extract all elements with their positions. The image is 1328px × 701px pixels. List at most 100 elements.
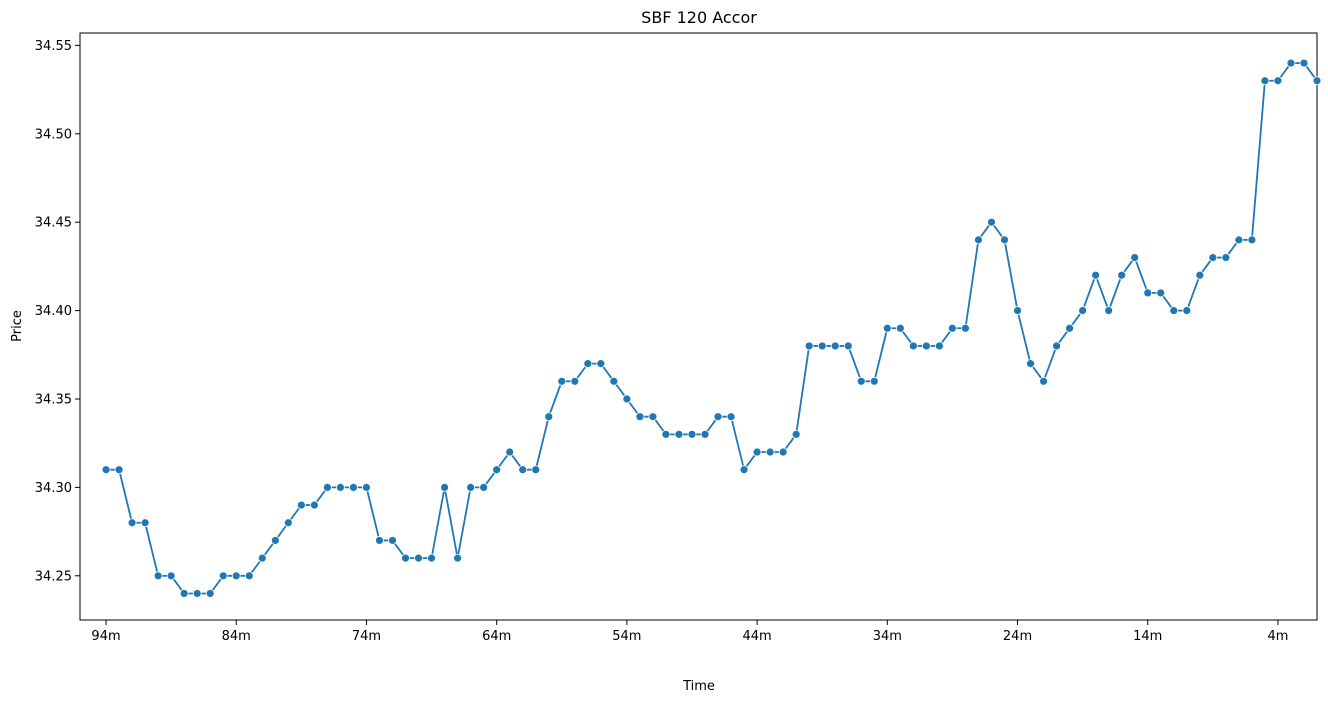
chart-title: SBF 120 Accor xyxy=(641,8,757,27)
data-point xyxy=(726,412,736,422)
data-point xyxy=(1234,235,1244,245)
data-point xyxy=(752,447,762,457)
data-point xyxy=(362,482,371,492)
data-point xyxy=(921,341,931,351)
x-tick-label: 4m xyxy=(1267,629,1288,644)
data-point xyxy=(1091,270,1101,280)
data-point xyxy=(531,465,541,475)
data-point xyxy=(869,376,879,386)
y-tick-label: 34.55 xyxy=(35,39,72,54)
y-tick-label: 34.50 xyxy=(35,127,72,142)
data-point xyxy=(791,429,801,439)
y-tick-label: 34.25 xyxy=(35,569,72,584)
data-point xyxy=(1221,253,1231,262)
data-point xyxy=(1195,270,1205,280)
data-point xyxy=(1052,341,1061,351)
data-point xyxy=(1312,76,1322,86)
data-point xyxy=(388,536,397,545)
data-point xyxy=(1130,253,1140,262)
data-point xyxy=(518,465,528,475)
data-point xyxy=(1260,76,1270,86)
data-point xyxy=(1182,306,1192,315)
data-point xyxy=(1286,58,1296,68)
data-point xyxy=(713,412,723,422)
data-point xyxy=(1299,58,1309,68)
data-point xyxy=(140,518,150,528)
x-axis: 94m 84m 74m 64m 54m 44m 34m 24m 14m 4m xyxy=(91,620,1288,644)
data-point xyxy=(622,394,632,404)
data-point xyxy=(961,323,970,333)
data-point xyxy=(1169,306,1179,315)
data-point xyxy=(101,465,111,475)
data-point xyxy=(505,447,515,457)
x-axis-label: Time xyxy=(682,679,715,694)
y-tick-label: 34.40 xyxy=(35,304,72,319)
data-point xyxy=(127,518,137,528)
data-point xyxy=(427,553,436,563)
data-point xyxy=(1065,323,1074,333)
data-point xyxy=(244,571,254,581)
price-series-line xyxy=(106,62,1318,595)
x-tick-label: 64m xyxy=(482,629,511,644)
data-point xyxy=(1117,270,1127,280)
data-point xyxy=(375,536,384,545)
data-point xyxy=(987,217,996,227)
x-tick-label: 44m xyxy=(742,629,771,644)
x-tick-label: 24m xyxy=(1003,629,1032,644)
data-point xyxy=(856,376,866,386)
data-point xyxy=(661,429,671,439)
y-tick-label: 34.35 xyxy=(35,392,72,407)
data-point xyxy=(1273,76,1283,86)
data-point xyxy=(205,589,215,598)
data-point xyxy=(296,500,306,510)
data-point xyxy=(830,341,840,351)
data-point xyxy=(179,589,189,598)
data-point xyxy=(1013,306,1022,315)
data-point xyxy=(544,412,554,422)
x-tick-label: 94m xyxy=(91,629,120,644)
y-tick-label: 34.30 xyxy=(35,481,72,496)
data-point xyxy=(882,323,892,333)
plot-frame xyxy=(79,32,1318,621)
data-point xyxy=(1208,253,1218,262)
data-point xyxy=(934,341,944,351)
data-point xyxy=(309,500,319,510)
data-point xyxy=(1104,306,1114,315)
x-tick-label: 74m xyxy=(352,629,381,644)
data-point xyxy=(257,553,267,563)
data-point xyxy=(270,536,280,545)
data-point xyxy=(700,429,710,439)
data-point xyxy=(1000,235,1009,245)
data-point xyxy=(908,341,918,351)
data-point xyxy=(948,323,957,333)
data-point xyxy=(739,465,749,475)
data-point xyxy=(231,571,241,581)
y-axis-label: Price xyxy=(10,310,25,342)
data-point xyxy=(895,323,905,333)
data-point xyxy=(817,341,827,351)
data-point xyxy=(674,429,684,439)
y-axis: 34.25 34.30 34.35 34.40 34.45 34.50 34.55 xyxy=(35,39,80,584)
data-point xyxy=(492,465,502,475)
data-point xyxy=(648,412,658,422)
data-point xyxy=(635,412,645,422)
data-point xyxy=(1156,288,1166,298)
data-point xyxy=(166,571,176,581)
data-point xyxy=(974,235,983,245)
data-point xyxy=(349,482,358,492)
data-point xyxy=(1247,235,1257,245)
data-point xyxy=(557,376,567,386)
data-point xyxy=(843,341,853,351)
data-point xyxy=(283,518,293,528)
data-point xyxy=(765,447,775,457)
data-point xyxy=(1078,306,1088,315)
data-point xyxy=(218,571,228,581)
data-point xyxy=(1026,359,1035,369)
x-tick-label: 14m xyxy=(1133,629,1162,644)
plot-area xyxy=(79,32,1322,621)
data-point xyxy=(401,553,410,563)
data-point xyxy=(414,553,423,563)
data-point xyxy=(583,359,593,369)
x-tick-label: 34m xyxy=(873,629,902,644)
